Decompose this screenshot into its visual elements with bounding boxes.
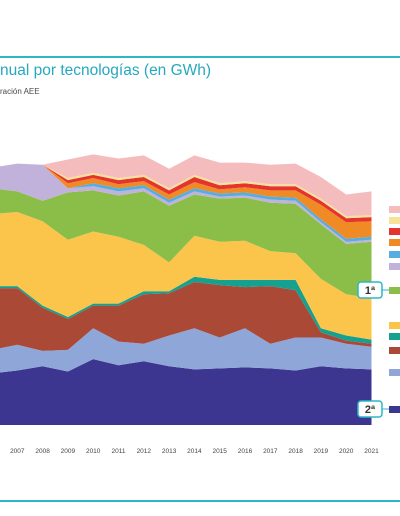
rank-marker-label: 2ª: [365, 404, 376, 416]
area-layers: [0, 154, 372, 425]
rank-markers: 1ª 2ª: [357, 281, 389, 418]
chart-title: nual por tecnologías (en GWh): [0, 62, 212, 79]
legend-swatch-2: [389, 369, 400, 376]
x-tick-label: 2014: [187, 448, 202, 455]
x-tick-label: 2018: [288, 448, 303, 455]
legend-swatch-10: [389, 228, 400, 235]
x-tick-label: 2008: [35, 448, 50, 455]
legend-swatch-4: [389, 333, 400, 340]
area-series-7: [0, 163, 372, 244]
legend: [382, 180, 400, 430]
x-tick-label: 2012: [137, 448, 152, 455]
rank-marker-1: 1ª: [357, 281, 389, 299]
bottom-divider: [0, 500, 400, 502]
chart-source: ración AEE: [0, 87, 40, 96]
rank-marker-box: [357, 400, 383, 418]
x-tick-label: 2019: [314, 448, 329, 455]
x-tick-label: 2021: [364, 448, 379, 455]
x-tick-label: 2009: [61, 448, 76, 455]
legend-swatch-9: [389, 239, 400, 246]
rank-marker-box: [357, 281, 383, 299]
x-tick-label: 2020: [339, 448, 354, 455]
area-series-3: [0, 282, 372, 351]
area-series-1: [0, 359, 372, 425]
rank-marker-2: 2ª: [357, 400, 389, 418]
legend-swatch-7: [389, 263, 400, 270]
x-tick-label: 2013: [162, 448, 177, 455]
x-tick-label: 2010: [86, 448, 101, 455]
x-tick-label: 2016: [238, 448, 253, 455]
x-axis-ticks: 2007 2008 2009 2010 2011 2012 2013 2014 2015 2016…: [10, 448, 379, 455]
x-tick-label: 2007: [10, 448, 25, 455]
area-series-2: [0, 328, 372, 373]
area-series-12: [0, 154, 372, 217]
x-tick-label: 2017: [263, 448, 278, 455]
legend-swatch-12: [389, 206, 400, 213]
top-divider: [0, 56, 400, 58]
legend-swatch-8: [389, 251, 400, 258]
legend-swatch-5: [389, 322, 400, 329]
legend-swatch-6: [389, 287, 400, 294]
area-series-6: [0, 189, 372, 299]
rank-marker-label: 1ª: [365, 285, 376, 297]
area-series-5: [0, 212, 372, 340]
area-series-9: [0, 163, 372, 239]
x-tick-label: 2011: [112, 448, 126, 455]
legend-swatch-1: [389, 406, 400, 413]
legend-swatch-11: [389, 217, 400, 224]
x-tick-label: 2015: [212, 448, 227, 455]
legend-swatch-3: [389, 347, 400, 354]
